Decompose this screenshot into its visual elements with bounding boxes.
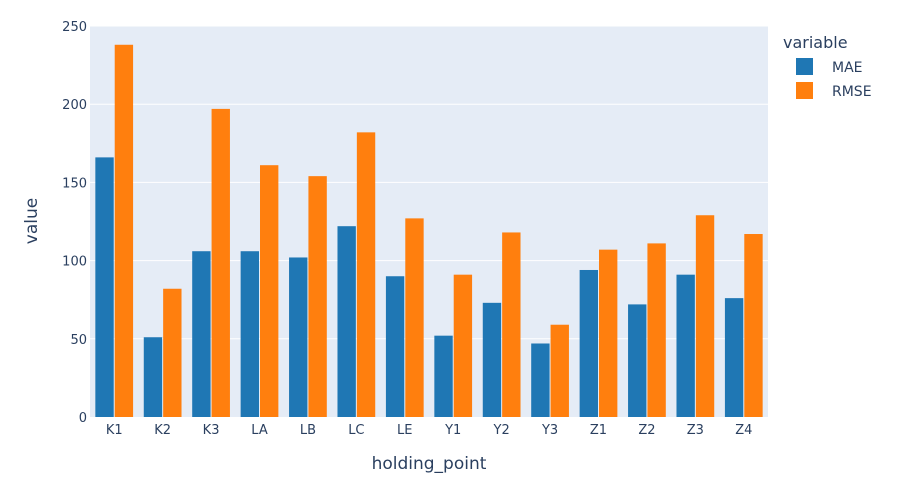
legend-swatch-mae: [796, 58, 813, 75]
bar-rmse-y1: [453, 274, 473, 417]
plot-background: [90, 26, 768, 417]
y-tick-label: 0: [79, 411, 87, 426]
x-tick-label: K3: [203, 423, 220, 438]
bar-mae-lb: [289, 257, 308, 417]
y-axis-title: value: [22, 198, 42, 244]
bar-mae-k2: [143, 337, 163, 417]
x-tick-label: LE: [397, 423, 412, 438]
y-tick-label: 200: [62, 98, 87, 113]
bar-mae-z3: [676, 274, 695, 417]
x-tick-label: Z3: [687, 423, 704, 438]
bar-rmse-k1: [114, 44, 134, 417]
legend-label-rmse: RMSE: [832, 84, 872, 100]
bar-mae-lc: [337, 226, 356, 417]
bar-rmse-z2: [647, 243, 666, 417]
bar-rmse-lb: [308, 176, 327, 417]
x-tick-label: Z2: [638, 423, 655, 438]
x-tick-label: Z4: [735, 423, 752, 438]
bar-mae-k1: [95, 157, 114, 417]
bar-rmse-y2: [502, 232, 521, 417]
x-tick-label: K1: [106, 423, 123, 438]
y-tick-label: 100: [62, 255, 87, 270]
bar-mae-k3: [192, 251, 211, 417]
x-axis-title: holding_point: [372, 454, 487, 474]
legend-title: variable: [783, 33, 848, 52]
bars: [95, 44, 763, 418]
y-axis-ticks: 0 50 100 150 200 250: [62, 20, 87, 426]
bar-mae-y2: [482, 302, 502, 417]
x-tick-label: LC: [348, 423, 364, 438]
x-tick-label: Y2: [493, 423, 510, 438]
y-tick-label: 50: [70, 333, 87, 348]
bar-mae-z4: [724, 298, 744, 417]
bar-rmse-la: [260, 165, 279, 417]
legend-label-mae: MAE: [832, 60, 863, 76]
bar-rmse-le: [405, 218, 424, 417]
bar-mae-z2: [628, 304, 647, 417]
bar-mae-y1: [434, 335, 453, 417]
bar-mae-z1: [579, 269, 598, 417]
bar-rmse-z4: [744, 234, 763, 417]
x-tick-label: Z1: [590, 423, 607, 438]
x-axis-ticks: K1 K2 K3 LA LB LC LE Y1 Y2 Y3 Z1 Z2 Z3 Z4: [106, 423, 753, 438]
legend-swatch-rmse: [796, 82, 813, 99]
bar-rmse-k2: [163, 288, 182, 417]
y-tick-label: 250: [62, 20, 87, 35]
bar-mae-le: [385, 276, 405, 417]
bar-rmse-k3: [211, 108, 230, 417]
x-tick-label: LB: [300, 423, 316, 438]
y-tick-label: 150: [62, 176, 87, 191]
bar-rmse-z1: [599, 249, 618, 417]
x-tick-label: K2: [154, 423, 171, 438]
bar-rmse-y3: [550, 324, 569, 417]
legend: variable MAE RMSE: [783, 33, 872, 100]
x-tick-label: Y1: [444, 423, 461, 438]
x-tick-label: Y3: [541, 423, 558, 438]
x-tick-label: LA: [251, 423, 268, 438]
bar-mae-la: [240, 251, 259, 417]
bar-mae-y3: [531, 343, 550, 417]
bar-rmse-lc: [356, 132, 376, 418]
bar-rmse-z3: [695, 215, 715, 417]
